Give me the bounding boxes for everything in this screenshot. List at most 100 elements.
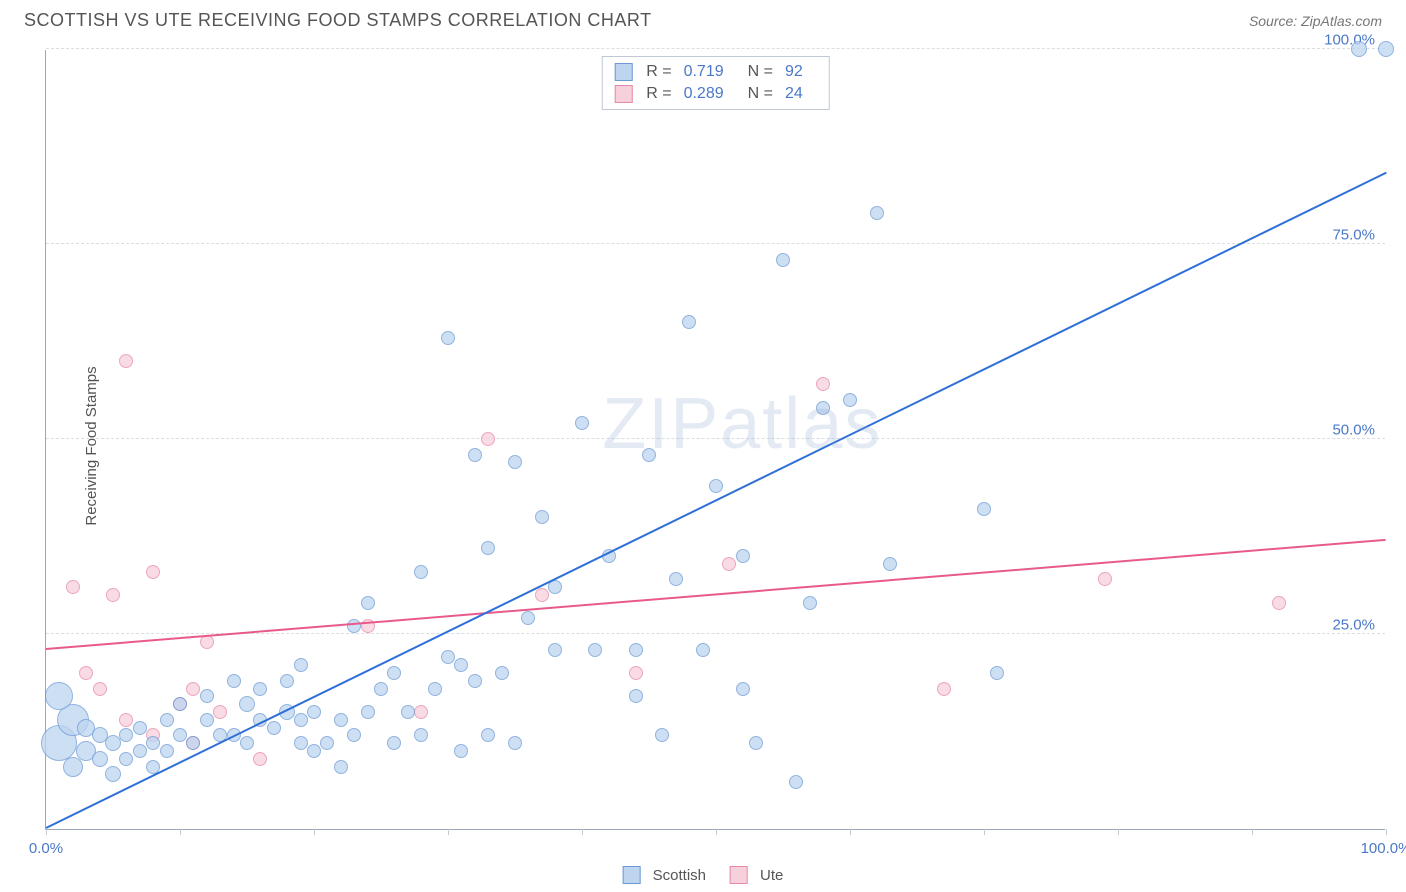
n-label: N = [748,63,773,81]
data-point-scottish [749,736,763,750]
data-point-ute [722,557,736,571]
data-point-scottish [642,448,656,462]
data-point-scottish [294,658,308,672]
data-point-scottish [361,596,375,610]
data-point-ute [816,377,830,391]
data-point-scottish [575,416,589,430]
y-tick-label: 75.0% [1332,227,1375,244]
legend-label-scottish: Scottish [653,867,706,884]
chart-plot-area: 25.0%50.0%75.0%100.0%0.0%100.0% ZIPatlas… [45,50,1385,830]
data-point-scottish [776,253,790,267]
data-point-scottish [347,728,361,742]
data-point-ute [119,713,133,727]
data-point-scottish [240,736,254,750]
chart-title: SCOTTISH VS UTE RECEIVING FOOD STAMPS CO… [24,10,652,31]
data-point-scottish [45,682,73,710]
n-value-ute: 24 [785,85,803,103]
data-point-ute [106,588,120,602]
data-point-ute [79,666,93,680]
data-point-scottish [428,682,442,696]
y-tick-label: 50.0% [1332,422,1375,439]
data-point-scottish [843,393,857,407]
x-tick [1386,829,1387,835]
data-point-scottish [454,658,468,672]
r-value-scottish: 0.719 [684,63,724,81]
data-point-ute [66,580,80,594]
x-tick [582,829,583,835]
chart-header: SCOTTISH VS UTE RECEIVING FOOD STAMPS CO… [0,0,1406,35]
x-tick [46,829,47,835]
data-point-scottish [736,682,750,696]
data-point-scottish [227,674,241,688]
data-point-scottish [294,736,308,750]
data-point-scottish [387,666,401,680]
data-point-ute [937,682,951,696]
data-point-scottish [682,315,696,329]
swatch-scottish [614,63,632,81]
x-tick [180,829,181,835]
y-tick-label: 100.0% [1324,32,1375,49]
data-point-scottish [588,643,602,657]
data-point-scottish [133,721,147,735]
data-point-ute [535,588,549,602]
data-point-scottish [253,682,267,696]
data-point-scottish [535,510,549,524]
data-point-ute [186,682,200,696]
data-point-scottish [468,448,482,462]
data-point-scottish [521,611,535,625]
data-point-scottish [361,705,375,719]
data-point-scottish [387,736,401,750]
data-point-scottish [709,479,723,493]
data-point-scottish [441,650,455,664]
legend-item-scottish: Scottish [623,866,706,884]
data-point-scottish [816,401,830,415]
x-tick [984,829,985,835]
data-point-ute [93,682,107,696]
data-point-scottish [481,541,495,555]
data-point-scottish [119,728,133,742]
data-point-scottish [334,713,348,727]
data-point-scottish [280,674,294,688]
data-point-scottish [63,757,83,777]
n-value-scottish: 92 [785,63,803,81]
source-label: Source: ZipAtlas.com [1249,13,1382,29]
data-point-scottish [655,728,669,742]
x-tick [314,829,315,835]
data-point-scottish [307,744,321,758]
data-point-scottish [736,549,750,563]
plot-canvas: 25.0%50.0%75.0%100.0%0.0%100.0% [46,50,1385,829]
data-point-scottish [374,682,388,696]
data-point-scottish [414,565,428,579]
data-point-scottish [200,689,214,703]
data-point-ute [213,705,227,719]
data-point-scottish [1351,41,1367,57]
data-point-scottish [548,643,562,657]
data-point-ute [481,432,495,446]
series-legend: Scottish Ute [623,866,784,884]
x-tick [716,829,717,835]
data-point-scottish [160,713,174,727]
data-point-scottish [495,666,509,680]
data-point-scottish [669,572,683,586]
legend-row-scottish: R = 0.719 N = 92 [614,61,817,83]
x-tick [448,829,449,835]
swatch-ute-icon [730,866,748,884]
x-tick [1252,829,1253,835]
data-point-scottish [803,596,817,610]
correlation-legend: R = 0.719 N = 92 R = 0.289 N = 24 [601,56,830,110]
data-point-scottish [160,744,174,758]
data-point-ute [629,666,643,680]
data-point-scottish [334,760,348,774]
gridline-h [46,438,1385,439]
data-point-scottish [789,775,803,789]
data-point-ute [1098,572,1112,586]
x-tick [850,829,851,835]
data-point-ute [146,565,160,579]
data-point-scottish [414,728,428,742]
data-point-scottish [977,502,991,516]
y-tick-label: 25.0% [1332,617,1375,634]
r-value-ute: 0.289 [684,85,724,103]
r-label: R = [646,85,671,103]
data-point-ute [253,752,267,766]
data-point-scottish [508,736,522,750]
